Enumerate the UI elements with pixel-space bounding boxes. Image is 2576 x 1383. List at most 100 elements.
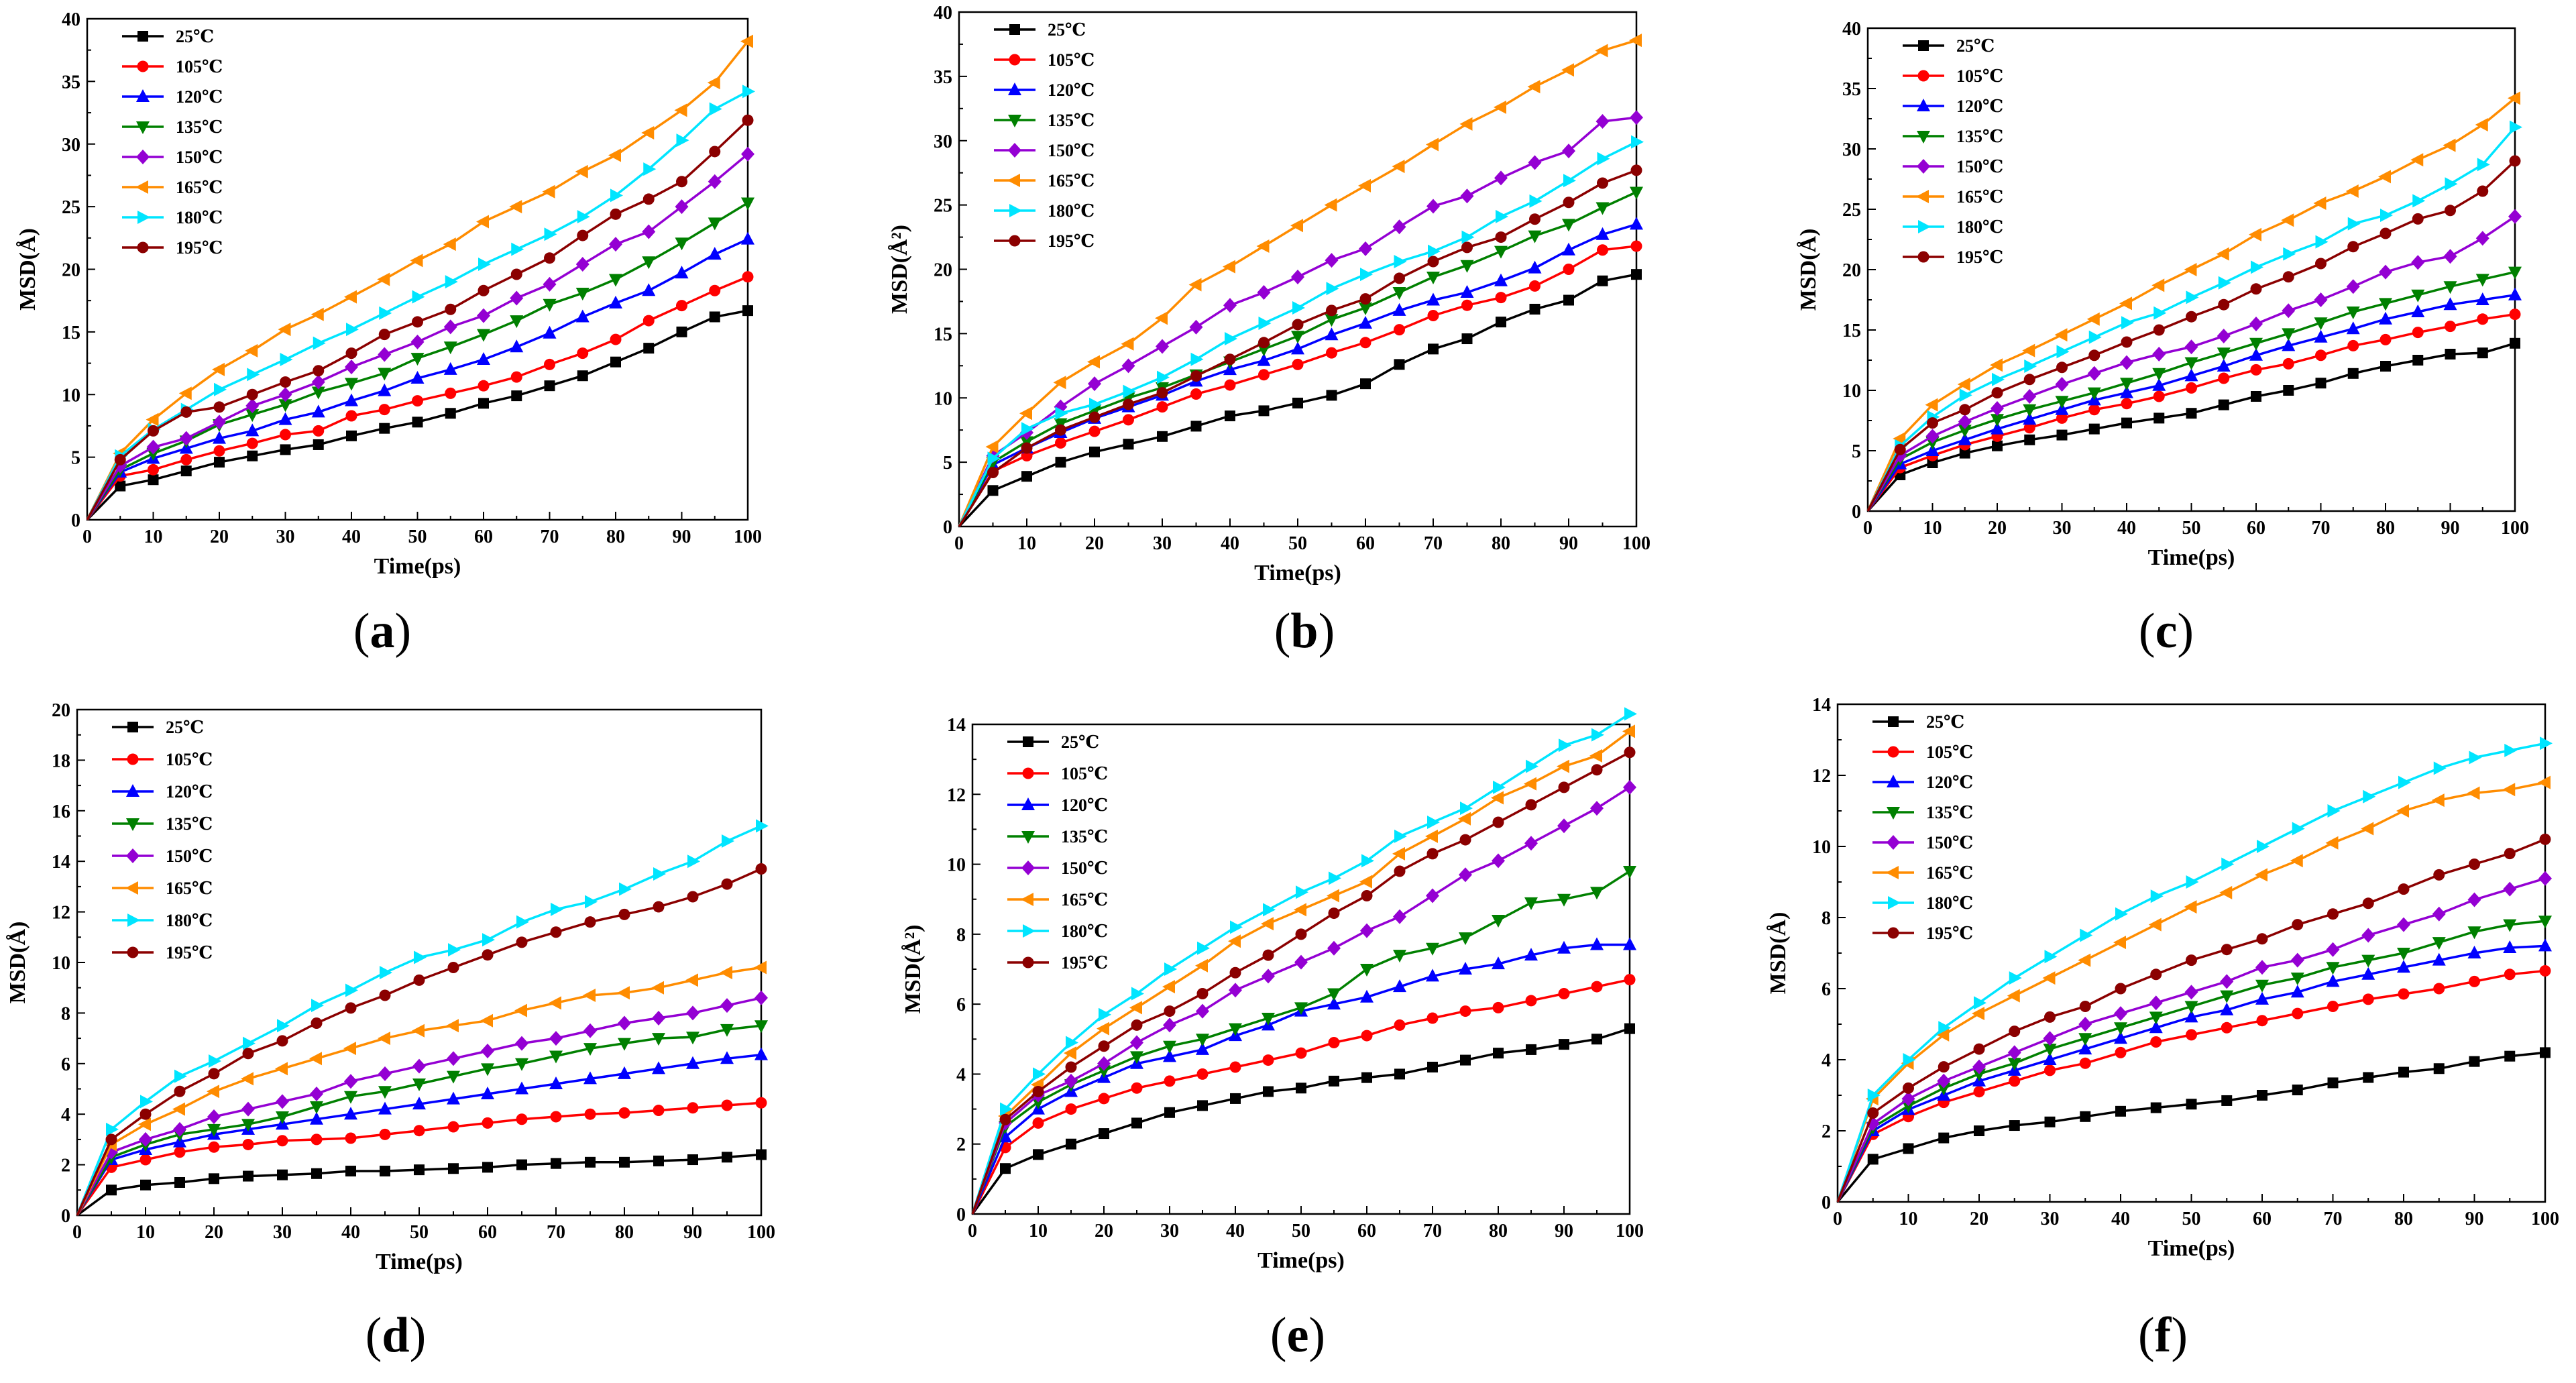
data-point <box>2043 1052 2057 1065</box>
data-point <box>241 1072 254 1086</box>
data-point <box>345 1002 357 1014</box>
data-point <box>755 863 767 875</box>
x-tick-label: 90 <box>673 527 691 547</box>
x-tick-label: 90 <box>683 1222 702 1243</box>
y-tick-label: 8 <box>1822 908 1831 929</box>
data-point <box>2398 1066 2409 1078</box>
data-point <box>2115 1105 2126 1117</box>
series-25℃ <box>86 305 753 521</box>
data-point <box>742 114 754 126</box>
data-point <box>1164 1075 1176 1087</box>
data-point <box>510 339 524 353</box>
data-point <box>1524 777 1536 791</box>
data-point <box>378 347 392 362</box>
data-point <box>1257 285 1271 300</box>
panel-label: (a) <box>353 604 411 659</box>
data-point <box>1097 1065 1111 1078</box>
data-point <box>1394 829 1407 843</box>
data-point <box>2398 775 2411 789</box>
data-point <box>2467 786 2480 800</box>
data-point <box>1867 1089 1881 1102</box>
data-point <box>2250 283 2262 295</box>
y-tick-label: 4 <box>1822 1050 1831 1071</box>
data-point <box>1099 1007 1111 1021</box>
data-point <box>1459 962 1472 975</box>
data-point <box>313 425 325 437</box>
data-point <box>213 445 225 457</box>
data-point <box>1359 316 1372 329</box>
data-point <box>448 943 461 957</box>
chart-panel-e: 0 10 20 30 40 50 60 70 80 90 100 0 2 4 6 8 10 12 14 Time(ps… <box>901 707 1644 1363</box>
data-point <box>1557 759 1569 773</box>
data-point <box>146 439 160 455</box>
data-point <box>1959 388 1972 402</box>
data-point <box>1972 1007 1984 1021</box>
data-point <box>1089 397 1102 411</box>
data-point <box>1295 928 1307 940</box>
data-point <box>1261 917 1274 931</box>
data-point <box>2024 434 2035 445</box>
data-point <box>378 1032 390 1046</box>
panel-label: (d) <box>366 1308 426 1363</box>
data-point <box>608 148 621 162</box>
data-point <box>482 933 495 947</box>
data-point <box>1460 801 1473 816</box>
data-point <box>345 393 358 406</box>
data-point <box>1256 239 1270 253</box>
data-point <box>2540 736 2553 751</box>
data-point <box>1021 422 1034 436</box>
data-point <box>1164 1005 1176 1017</box>
data-point <box>1021 471 1032 482</box>
data-point <box>754 960 767 975</box>
x-tick-label: 20 <box>1970 1209 1989 1229</box>
data-point <box>1527 80 1541 94</box>
data-point <box>1189 319 1203 335</box>
data-point <box>380 1166 390 1177</box>
x-tick-label: 30 <box>2041 1209 2060 1229</box>
data-point <box>721 878 733 890</box>
data-point <box>652 1033 665 1046</box>
data-point <box>1328 907 1340 920</box>
legend-marker <box>1021 797 1035 810</box>
data-point <box>1225 410 1235 422</box>
x-tick-label: 60 <box>474 527 493 547</box>
series-25℃ <box>1836 1047 2551 1203</box>
data-point <box>1123 439 1134 450</box>
legend-marker <box>1887 746 1899 758</box>
data-point <box>1066 1036 1078 1050</box>
data-point <box>478 284 490 296</box>
data-point <box>1055 437 1066 449</box>
data-point <box>2475 118 2488 131</box>
legend: 25℃ 105℃ 120℃ 135℃ 150℃ 165℃ 180℃ 195℃ <box>1903 36 2003 267</box>
data-point <box>277 1169 288 1180</box>
data-point <box>2445 349 2456 359</box>
data-point <box>311 307 324 321</box>
data-point <box>2120 355 2133 370</box>
series-105℃ <box>971 974 1636 1215</box>
data-point <box>1033 1067 1046 1081</box>
x-tick-label: 80 <box>606 527 625 547</box>
data-point <box>1559 1039 1569 1050</box>
data-point <box>1130 1051 1143 1064</box>
data-point <box>443 362 457 375</box>
data-point <box>2412 327 2424 339</box>
data-point <box>1360 989 1374 1003</box>
data-point <box>2121 398 2133 410</box>
data-point <box>2186 290 2199 305</box>
series-105℃ <box>1836 965 2551 1203</box>
data-point <box>1492 956 1505 970</box>
data-point <box>1328 1037 1340 1048</box>
data-point <box>344 290 357 304</box>
data-point <box>1974 996 1986 1010</box>
y-tick-label: 30 <box>934 131 952 152</box>
series-120℃ <box>76 1047 768 1216</box>
data-point <box>2149 1020 2163 1034</box>
data-point <box>2290 973 2304 986</box>
y-tick-label: 6 <box>956 995 966 1015</box>
data-point <box>720 998 734 1013</box>
data-point <box>756 1149 767 1160</box>
data-point <box>709 146 721 158</box>
legend-label: 150℃ <box>1061 859 1108 878</box>
data-point <box>651 981 664 995</box>
data-point <box>1263 1086 1274 1097</box>
